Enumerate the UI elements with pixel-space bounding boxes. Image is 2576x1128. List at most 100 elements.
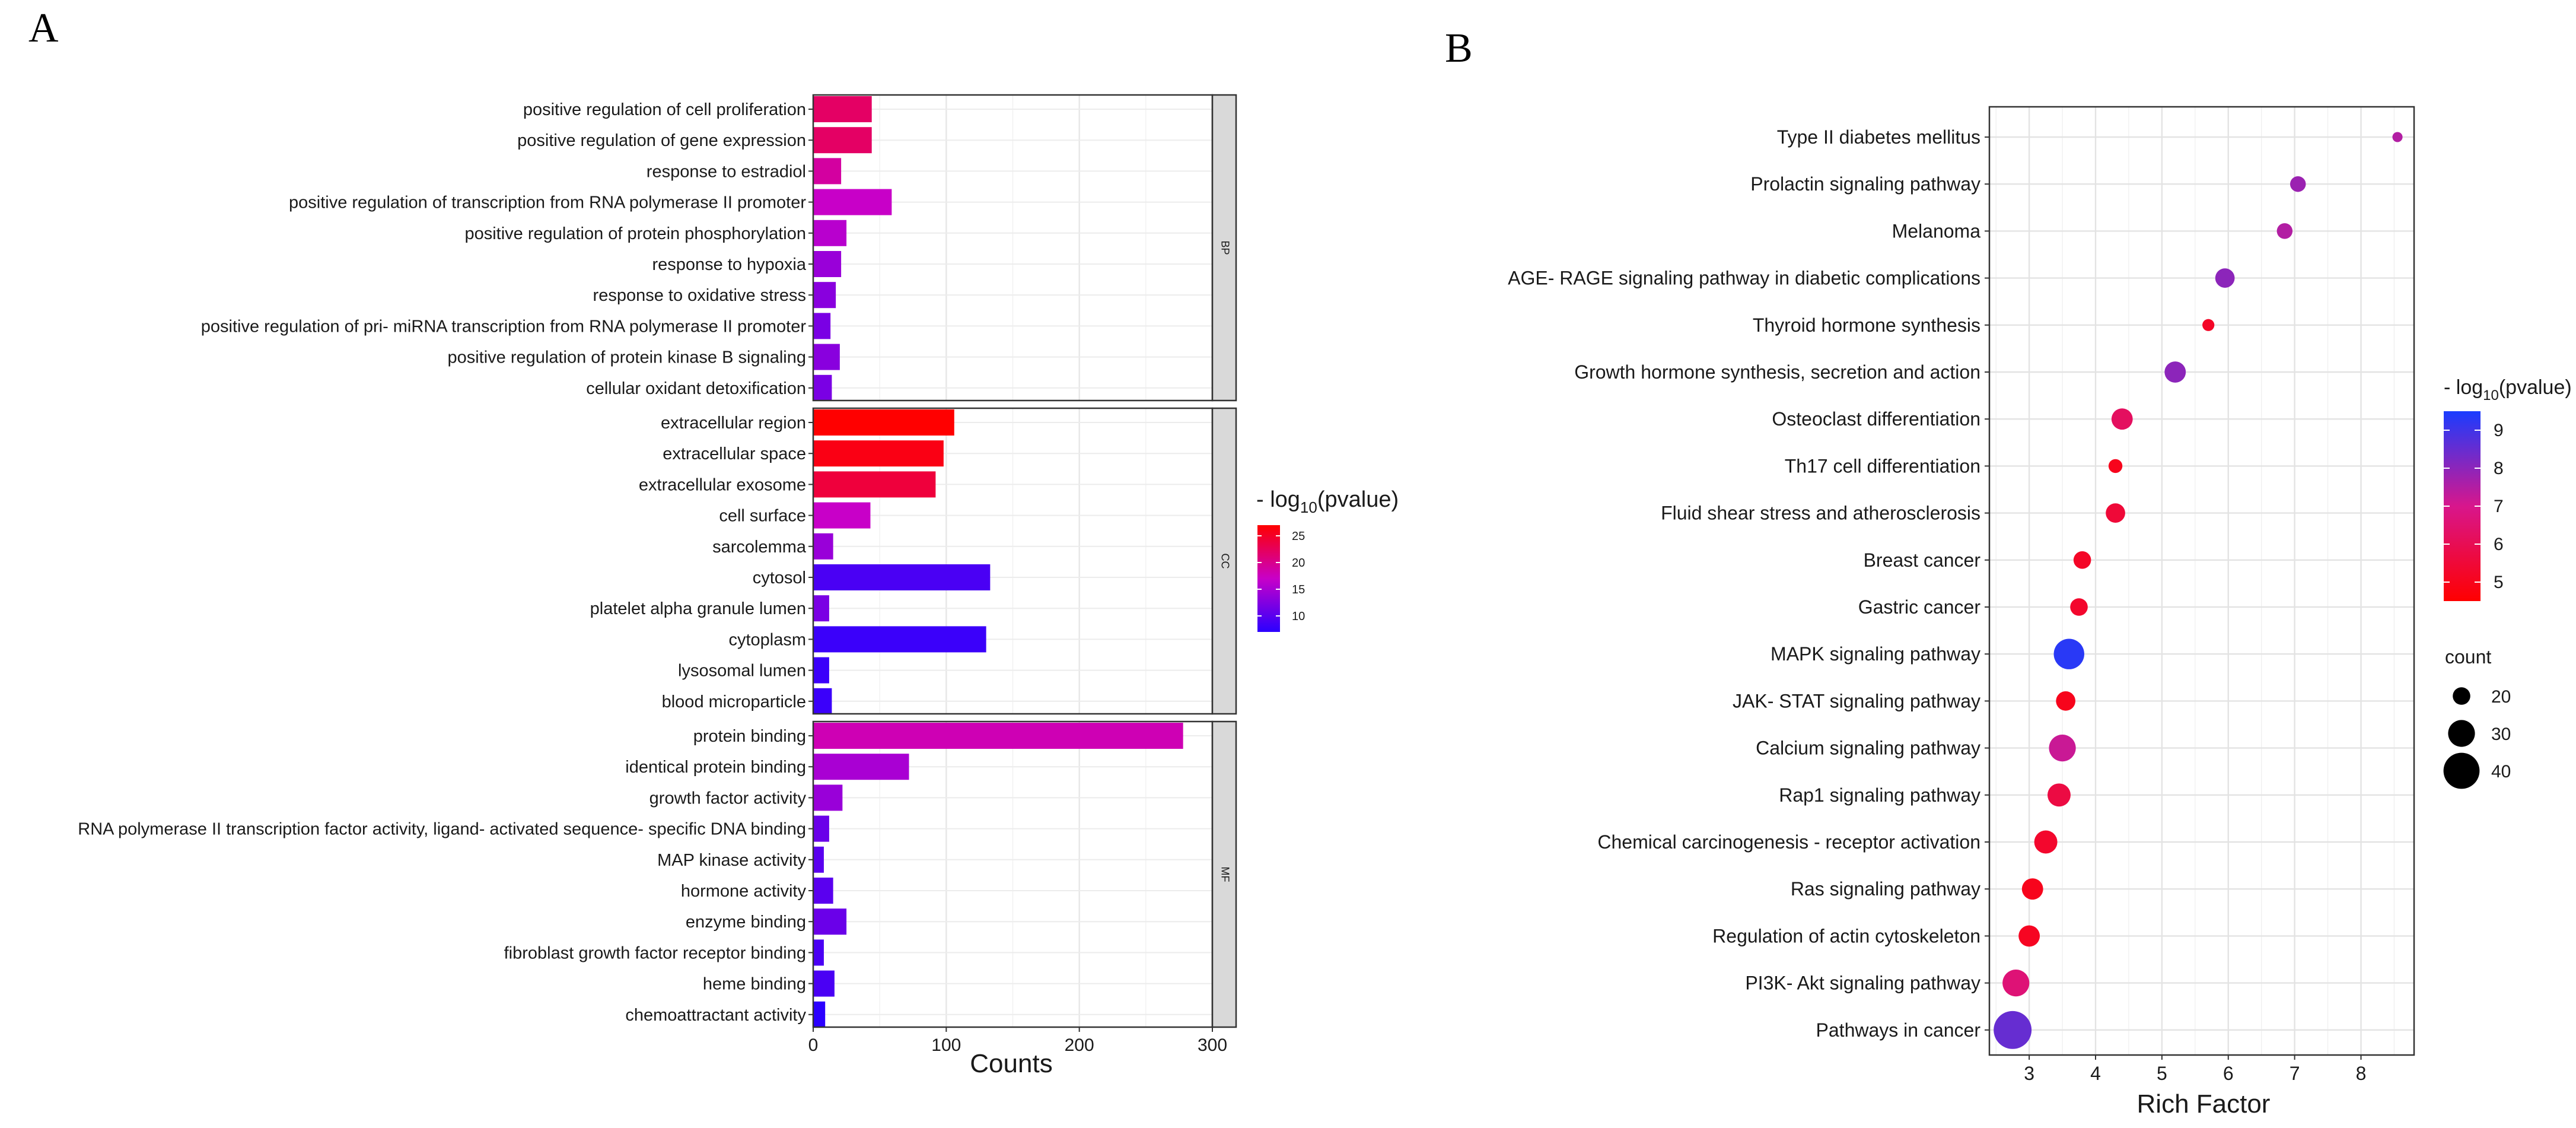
bar [813,189,892,215]
category-label: cellular oxidant detoxification [586,379,806,398]
category-label: cytoplasm [728,630,806,649]
size-legend-dot [2453,687,2470,705]
category-label: chemoattractant activity [625,1006,806,1025]
category-label: cytosol [753,568,806,587]
panel-a-x-axis-title: Counts [970,1049,1052,1078]
x-tick-label: 0 [808,1035,819,1055]
dot [2018,925,2040,947]
category-label: identical protein binding [625,758,806,777]
dot [2276,223,2293,239]
category-label: platelet alpha granule lumen [590,599,806,618]
bar [813,344,840,370]
dot [2034,830,2058,854]
category-label: positive regulation of pri- miRNA transc… [201,317,807,336]
category-label: Rap1 signaling pathway [1779,784,1980,806]
x-tick-label: 3 [2024,1063,2034,1084]
bar [813,533,833,560]
facet-cc: extracellular region extracellular space e… [590,407,1237,715]
dot [2290,176,2306,192]
x-tick-label: 6 [2223,1063,2234,1084]
category-label: Regulation of actin cytoskeleton [1712,925,1980,946]
category-label: MAP kinase activity [657,851,806,870]
colorbar-tick-label: 6 [2494,535,2504,554]
size-legend-dot [2448,720,2475,747]
dot [2049,735,2076,762]
dot [2392,132,2403,142]
size-legend-dot [2443,752,2480,789]
category-label: response to hypoxia [652,255,806,274]
category-label: hormone activity [681,882,807,901]
bar [813,970,835,997]
category-label: Calcium signaling pathway [1756,738,1980,759]
panel-a-legend-title-sub: 10 [1300,498,1317,516]
panel-b-legend-title-prefix: - log [2444,376,2483,399]
category-label: response to oxidative stress [593,286,806,305]
category-label: Th17 cell differentiation [1785,455,1980,476]
dot [2111,408,2133,430]
category-label: positive regulation of gene expression [517,131,806,150]
colorbar-tick-label: 5 [2494,573,2504,592]
x-tick-label: 200 [1065,1035,1094,1055]
category-label: AGE- RAGE signaling pathway in diabetic … [1508,268,1980,289]
dot [2202,319,2215,331]
bar [813,158,842,185]
bar [813,595,829,622]
size-legend-label: 40 [2491,762,2511,781]
dot [2106,503,2125,523]
facet-strip-label: BP [1219,240,1231,255]
x-tick-label: 5 [2157,1063,2167,1084]
colorbar-tick-label: 20 [1292,557,1305,570]
bar [813,688,832,714]
bar [813,471,936,498]
dot [2047,783,2071,807]
bar-chart-panel-a: positive regulation of cell proliferatio… [78,94,1237,1055]
category-label: protein binding [693,727,806,746]
bar [813,754,909,780]
dot [2108,459,2123,474]
x-tick-label: 7 [2290,1063,2300,1084]
dot [2070,598,2088,616]
category-label: positive regulation of cell proliferatio… [523,100,806,119]
facet-strip [1211,94,1237,402]
colorbar-tick-label: 7 [2494,497,2504,516]
panel-b-x-axis-title: Rich Factor [2137,1089,2271,1119]
x-tick-label: 4 [2090,1063,2101,1084]
category-label: JAK- STAT signaling pathway [1733,690,1980,711]
category-label: Gastric cancer [1858,596,1981,618]
facet-mf: protein binding identical protein binding… [78,720,1237,1028]
bar [813,878,833,904]
panel-b-size-legend: count 20 30 40 [2443,646,2511,789]
dot [2164,361,2186,383]
bar [813,846,824,873]
bar [813,282,836,309]
category-label: Type II diabetes mellitus [1777,126,1980,148]
category-label: lysosomal lumen [678,662,806,681]
bar [813,626,986,653]
category-label: Breast cancer [1864,549,1981,571]
bar [813,784,843,811]
panel-b-color-legend: - log10(pvalue) 5 6 7 8 9 [2444,376,2572,601]
category-label: Melanoma [1892,220,1981,242]
category-label: extracellular region [661,414,806,433]
bar [813,313,831,339]
size-legend-label: 20 [2491,687,2511,707]
category-label: Growth hormone synthesis, secretion and … [1574,361,1980,383]
x-tick-label: 100 [931,1035,961,1055]
bar [813,939,824,966]
facet-bp: positive regulation of cell proliferatio… [201,94,1237,402]
x-tick-label: 300 [1198,1035,1227,1055]
dot [2073,551,2091,569]
category-label: Ras signaling pathway [1791,878,1980,900]
category-label: growth factor activity [649,789,807,808]
panel-b-gridlines [1989,107,2414,1055]
category-label: heme binding [703,975,806,994]
size-legend-label: 30 [2491,725,2511,744]
category-label: positive regulation of transcription fro… [289,193,806,212]
dot [2002,970,2030,997]
panel-b-legend-title: - log10(pvalue) [2444,376,2572,403]
bar [813,127,872,154]
bar [813,96,872,122]
dot [2215,268,2235,288]
panel-b-legend-title-suffix: (pvalue) [2499,376,2572,399]
panel-b-legend-title-sub: 10 [2483,387,2499,403]
